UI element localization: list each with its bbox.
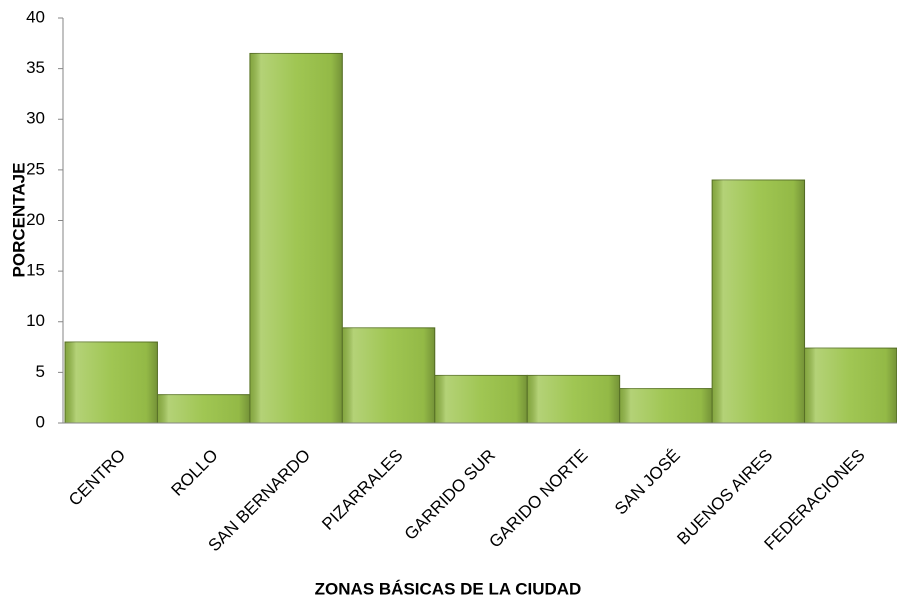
bar (64, 341, 158, 424)
y-tick-label: 25 (26, 159, 45, 178)
x-tick-label: GARIDO NORTE (485, 446, 591, 552)
x-tick-label: FEDERACIONES (760, 446, 868, 554)
bar (526, 374, 621, 424)
y-tick-label: 30 (26, 109, 45, 128)
bar (804, 347, 897, 424)
y-tick-label: 10 (26, 311, 45, 330)
y-tick-label: 40 (26, 7, 45, 26)
bar (249, 52, 343, 424)
bar (156, 394, 251, 424)
x-tick-label: CENTRO (65, 446, 129, 510)
bar (434, 374, 528, 424)
y-tick-label: 20 (26, 210, 45, 229)
y-tick-label: 35 (26, 58, 45, 77)
x-tick-label: SAN JOSÉ (611, 446, 684, 519)
x-axis-title: ZONAS BÁSICAS DE LA CIUDAD (315, 579, 582, 598)
x-tick-label: PIZARRALES (318, 446, 406, 534)
bar (341, 327, 436, 424)
x-tick-label: GARRIDO SUR (401, 446, 499, 544)
y-tick-label: 0 (36, 412, 45, 431)
x-tick-label: BUENOS AIRES (673, 446, 776, 549)
y-tick-label: 15 (26, 261, 45, 280)
bar (711, 179, 806, 424)
y-tick-label: 5 (36, 362, 45, 381)
bar (619, 388, 713, 424)
x-tick-label: SAN BERNARDO (204, 446, 314, 556)
y-axis-title: PORCENTAJE (9, 163, 28, 278)
x-tick-label: ROLLO (167, 446, 221, 500)
